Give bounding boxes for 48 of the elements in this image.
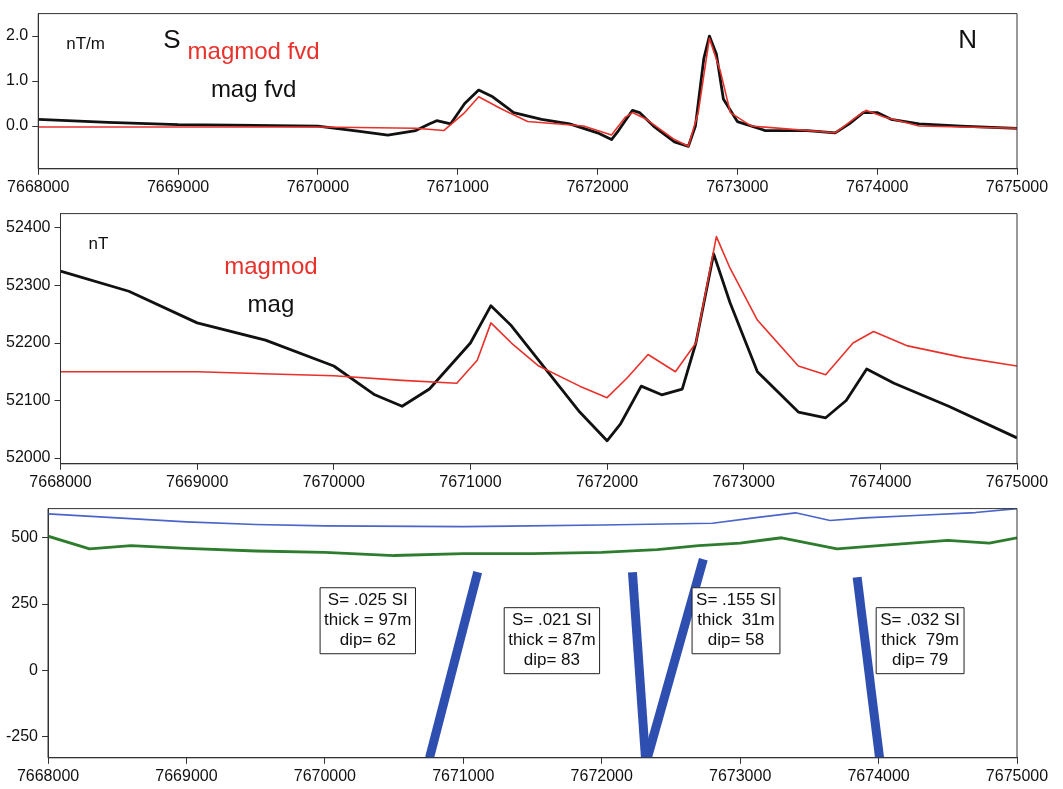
x-tick-label: 7675000 [985, 766, 1049, 784]
x-tick-label: 7670000 [302, 472, 366, 490]
y-axis-title: nT [88, 233, 109, 253]
x-tick-label: 7670000 [286, 177, 350, 195]
x-tick-label: 7669000 [165, 472, 229, 490]
x-tick-label: 7672000 [570, 766, 633, 784]
y-tick-label: 1.0 [5, 71, 29, 89]
text: magmod fvd [187, 37, 320, 65]
x-tick-label: 7674000 [849, 472, 912, 490]
x-tick-label: 7673000 [712, 472, 775, 490]
x-tick-label: 7669000 [155, 766, 218, 784]
x-tick-label: 7671000 [439, 472, 502, 490]
series-label: mag fvd [210, 75, 297, 103]
y-tick-label: 0 [29, 660, 39, 678]
x-tick-label: 7672000 [566, 177, 629, 195]
y-tick-label: 52300 [5, 275, 51, 293]
x-tick-label: 7674000 [847, 766, 910, 784]
annotation: S= .155 SI thick 31m dip= 58 [696, 590, 776, 650]
y-tick-label: 52200 [5, 333, 51, 351]
y-axis-title: nT/m [66, 33, 105, 53]
text: magmod [224, 252, 318, 280]
x-tick-label: 7675000 [985, 177, 1049, 195]
x-tick-label: 7674000 [846, 177, 909, 195]
y-tick-label: 250 [11, 594, 39, 612]
x-tick-label: 7673000 [706, 177, 769, 195]
x-tick-label: 7671000 [432, 766, 495, 784]
annotation: S= .021 SI thick = 87m dip= 83 [508, 610, 596, 670]
x-tick-label: 7675000 [985, 472, 1049, 490]
annotation: S= .025 SI thick = 97m dip= 62 [324, 590, 412, 650]
y-tick-label: 0.0 [5, 116, 29, 134]
x-tick-label: 7668000 [29, 472, 92, 490]
y-tick-label: 52000 [5, 448, 51, 466]
x-tick-label: 7668000 [16, 766, 80, 784]
y-tick-label: 2.0 [5, 26, 29, 44]
y-tick-label: -250 [5, 727, 39, 744]
series-label: mag [247, 290, 295, 318]
x-tick-label: 7671000 [426, 177, 489, 195]
y-tick-label: 500 [11, 528, 39, 546]
annotation: S= .032 SI thick 79m dip= 79 [880, 610, 961, 670]
x-tick-label: 7670000 [293, 766, 357, 784]
y-tick-label: 52100 [5, 390, 51, 408]
annotation: S [163, 23, 181, 54]
x-tick-label: 7669000 [146, 177, 210, 195]
y-tick-label: 52400 [5, 218, 51, 236]
annotation: N [958, 23, 977, 54]
x-tick-label: 7672000 [575, 472, 639, 490]
x-tick-label: 7668000 [7, 177, 70, 195]
x-tick-label: 7673000 [709, 766, 772, 784]
